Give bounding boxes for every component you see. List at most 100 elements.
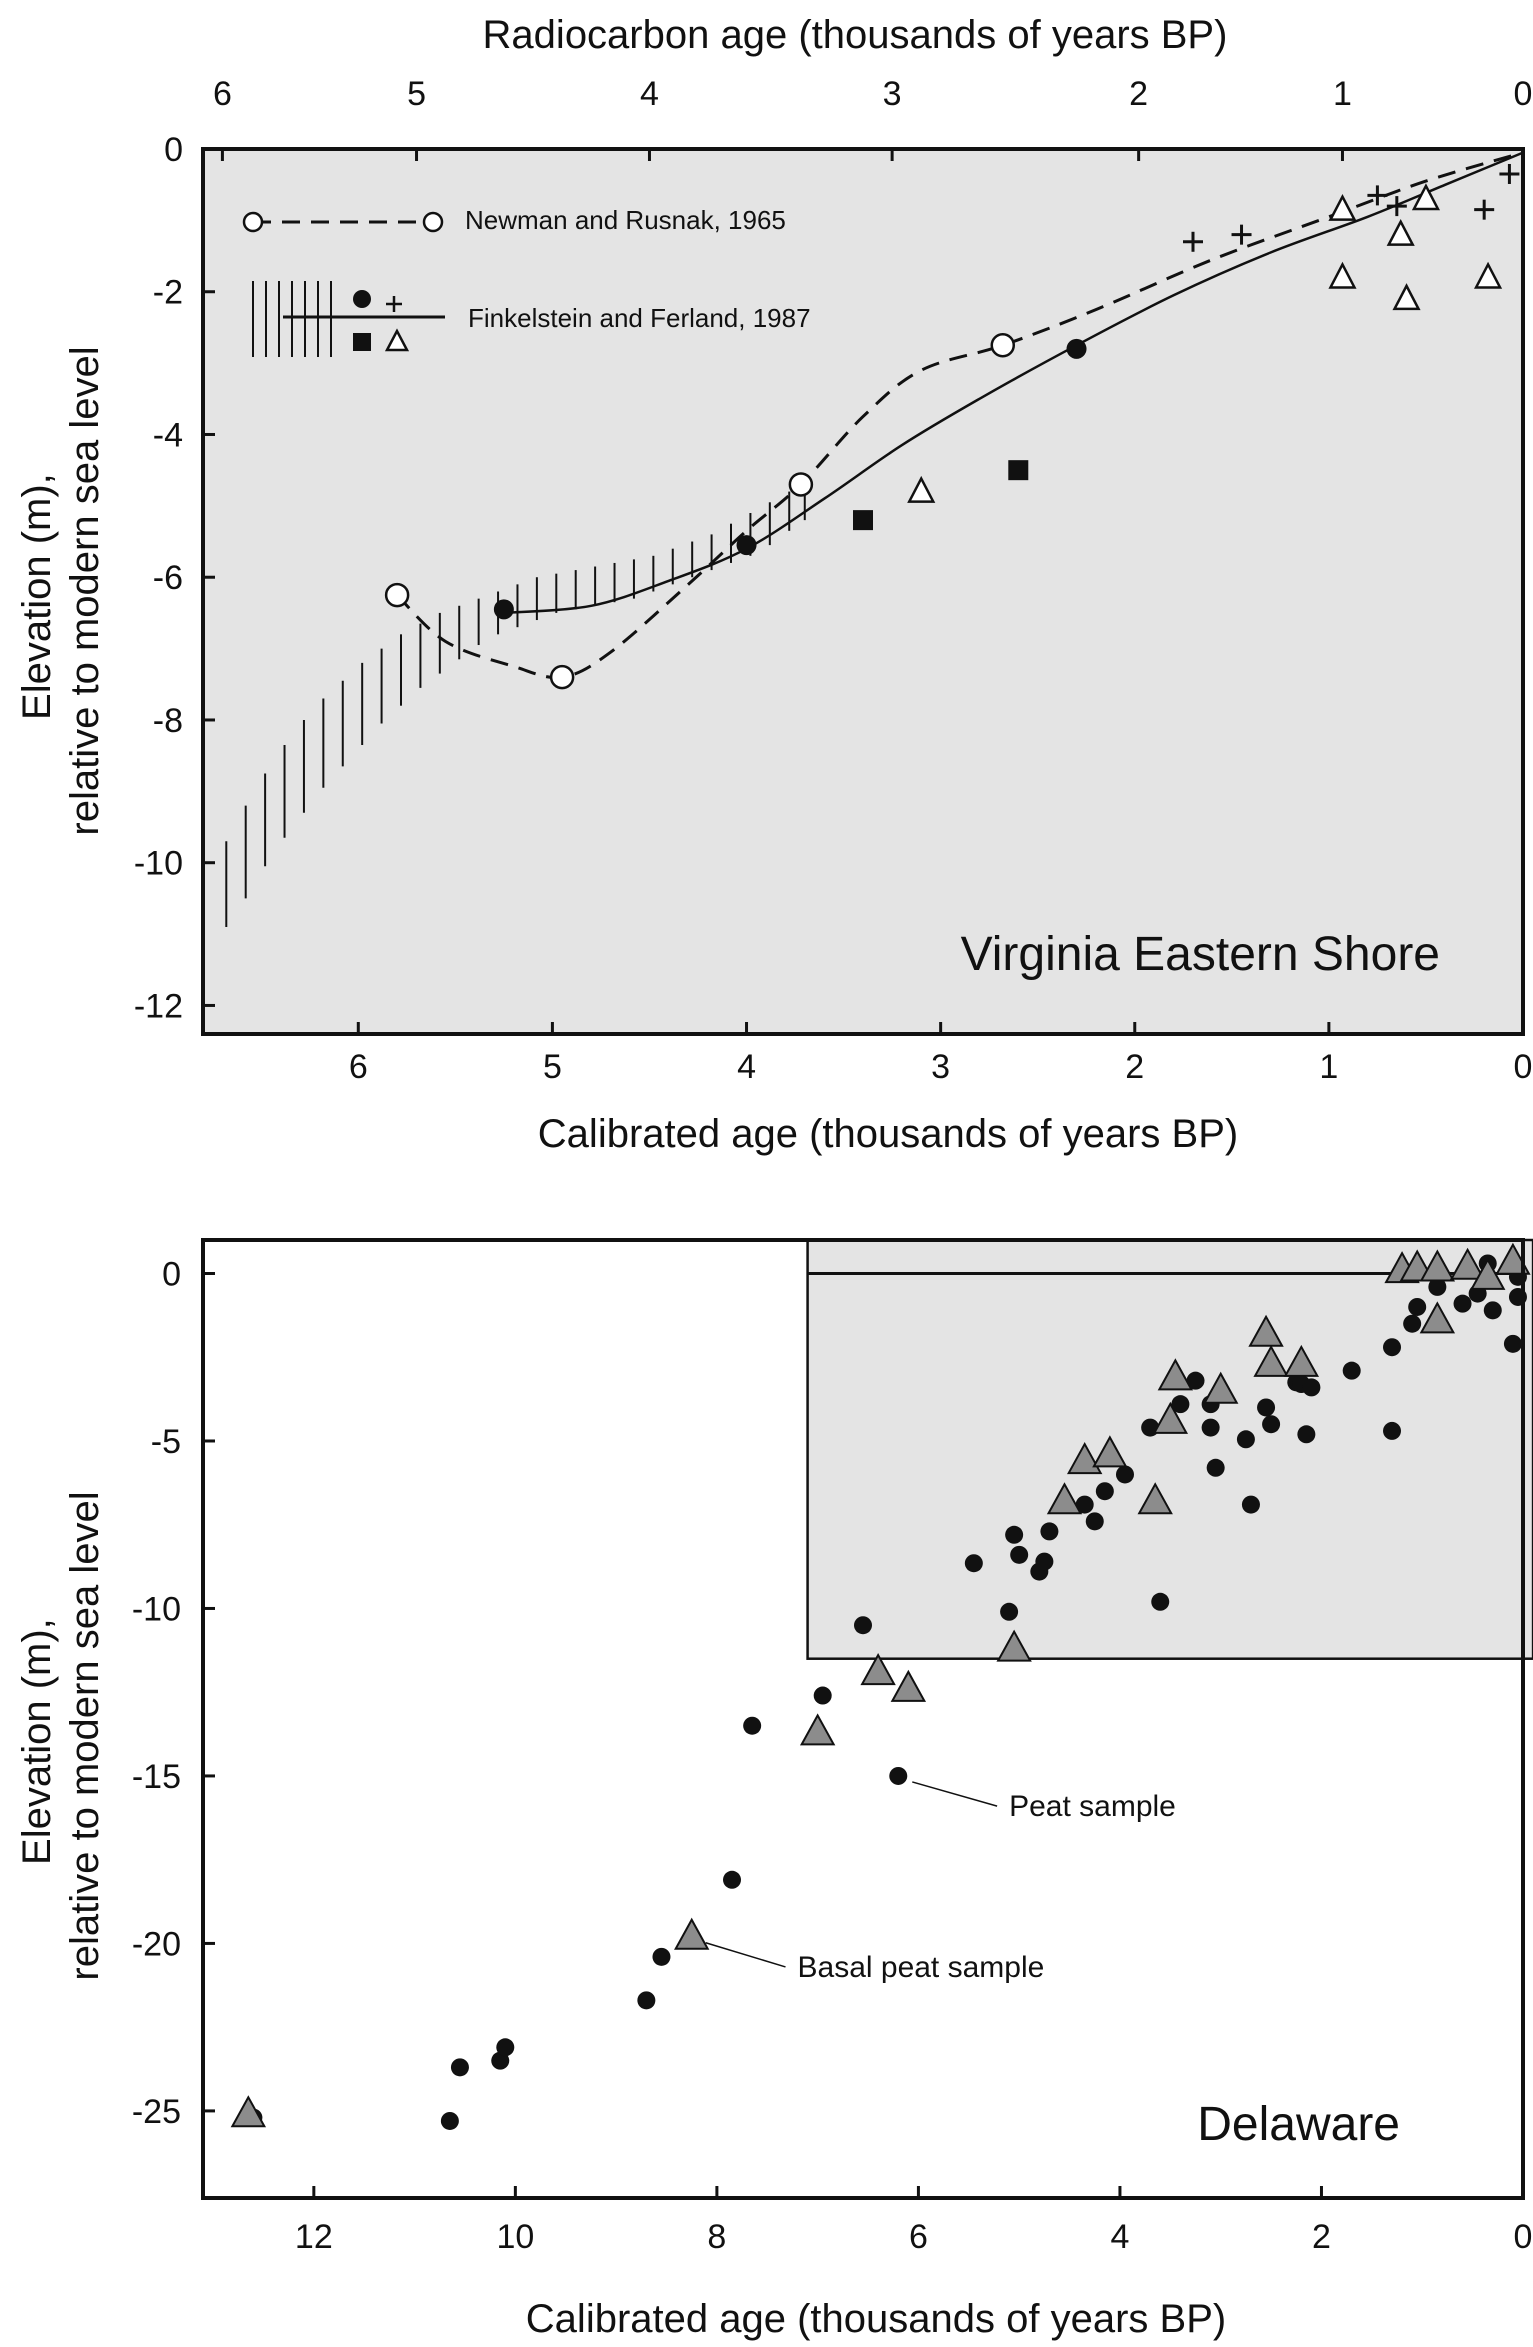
delaware-x-tick-label: 6 [909,2218,928,2256]
virginia-panel: Radiocarbon age (thousands of years BP) … [15,13,1532,1156]
virginia-top-tick-label: 0 [1514,75,1533,113]
basal-peat-sample-point [1066,1442,1103,1475]
virginia-x-tick-label: 2 [1125,1048,1144,1086]
annotation-label: Basal peat sample [798,1951,1045,1984]
delaware-panel: 12 10 8 6 4 2 0 0 -5 -10 -15 -20 -25 Calibrated age… [15,1238,1533,2341]
peat-sample-point [1095,1482,1114,1501]
virginia-x-axis-title: Calibrated age (thousands of years BP) [538,1112,1238,1156]
peat-sample-point [1201,1418,1220,1437]
plus-point [1499,163,1520,184]
virginia-top-tick-label: 5 [407,75,426,113]
basal-peat-sample-point [1137,1482,1173,1515]
peat-sample-point [1428,1277,1447,1296]
peat-sample-point [1342,1361,1361,1380]
peat-sample-point [1035,1552,1054,1571]
peat-sample-point [1085,1512,1104,1531]
open-circle-point [549,664,575,690]
peat-sample-point [723,1870,742,1889]
peat-sample-point [1453,1294,1472,1313]
basal-peat-sample-point [860,1653,896,1686]
delaware-bottom-ticks: 12 10 8 6 4 2 0 [295,2186,1532,2256]
legend-label-finkelstein: Finkelstein and Ferland, 1987 [468,303,811,333]
virginia-top-tick-label: 1 [1333,75,1352,113]
virginia-plot-area [203,149,1523,1034]
delaware-y-tick-label: -25 [132,2093,181,2131]
filled-circle-point [493,599,514,620]
plus-point [1231,224,1252,245]
peat-sample-point [637,1991,656,2010]
basal-peat-sample-point [1152,1401,1189,1434]
delaware-x-axis-title: Calibrated age (thousands of years BP) [526,2297,1226,2341]
peat-sample-point [1383,1421,1402,1440]
peat-sample-point [854,1616,872,1635]
basal-peat-sample-point [1253,1344,1289,1377]
virginia-data-points [384,163,1520,690]
virginia-y-axis-title: Elevation (m), relative to modern sea le… [15,346,107,835]
virginia-x-tick-label: 3 [931,1048,950,1086]
basal-peat-sample-point [1157,1358,1194,1391]
virginia-x-tick-label: 5 [543,1048,562,1086]
basal-peat-sample-point [1449,1247,1486,1280]
delaware-x-tick-label: 4 [1110,2218,1129,2256]
basal-peat-sample-point [1203,1371,1239,1404]
peat-sample-point [1236,1430,1255,1449]
plus-point [1367,185,1388,206]
virginia-x-tick-label: 0 [1514,1048,1533,1086]
peat-sample-point [1408,1297,1427,1316]
virginia-x-tick-label: 1 [1319,1048,1338,1086]
peat-sample-point [1206,1458,1225,1477]
peat-sample-point [1075,1495,1094,1514]
peat-sample-point [1503,1334,1522,1353]
annotation-leader-line [912,1781,998,1807]
delaware-left-ticks: 0 -5 -10 -15 -20 -25 [132,1255,215,2131]
legend-filled-circle [353,290,371,308]
open-circle-point [990,333,1016,358]
delaware-x-tick-label: 10 [496,2218,534,2256]
peat-sample-point [813,1686,832,1705]
virginia-y-tick-label: -12 [134,987,183,1025]
virginia-legend: Newman and Rusnak, 1965 Finkelstein and … [242,205,811,357]
virginia-top-tick-label: 3 [883,75,902,113]
legend-open-triangle [384,328,410,352]
peat-sample-point [743,1716,762,1735]
virginia-panel-label: Virginia Eastern Shore [961,928,1440,981]
legend-plus [386,296,402,312]
peat-sample-point [1186,1371,1205,1390]
legend-label-newman: Newman and Rusnak, 1965 [465,205,786,235]
delaware-panel-label: Delaware [1197,2098,1400,2151]
open-triangle-point [1392,283,1421,311]
filled-square-point [853,510,873,531]
basal-peat-sample-point [1046,1482,1083,1515]
delaware-y-tick-label: -15 [132,1758,181,1796]
peat-sample-point [1151,1592,1170,1611]
virginia-top-tick-label: 6 [213,75,232,113]
peat-sample-point [1241,1495,1260,1514]
open-triangle-point [907,475,936,503]
basal-peat-sample-point [1419,1301,1456,1334]
open-triangle-point [1328,193,1357,221]
peat-sample-point [1383,1338,1402,1357]
basal-peat-sample-point [890,1669,927,1702]
peat-sample-point [652,1947,671,1966]
basal-peat-sample-point [674,1917,710,1950]
virginia-plot-frame [201,147,1525,1036]
virginia-left-ticks: 0 -2 -4 -6 -8 -10 -12 [134,131,215,1025]
peat-sample-point [1302,1378,1321,1397]
virginia-x-tick-label: 4 [737,1048,756,1086]
filled-square-point [1008,460,1029,481]
basal-peat-sample-point [1283,1344,1320,1377]
plus-point [1474,199,1495,220]
peat-sample-point [1297,1425,1316,1444]
delaware-y-tick-label: -10 [132,1590,181,1628]
legend-filled-square [353,333,371,351]
basal-peat-sample-point [1495,1242,1531,1275]
delaware-x-tick-label: 12 [295,2218,333,2256]
peat-sample-point [964,1554,983,1573]
basal-peat-sample-point [230,2095,267,2128]
basal-peat-sample-point [799,1713,836,1746]
delaware-plot-frame [201,1238,1525,2200]
delaware-annotations: Peat sample Basal peat sample [705,1781,1176,1984]
open-circle-point [788,472,814,497]
delaware-y-tick-label: 0 [162,1255,181,1293]
filled-circle-point [1066,338,1087,359]
